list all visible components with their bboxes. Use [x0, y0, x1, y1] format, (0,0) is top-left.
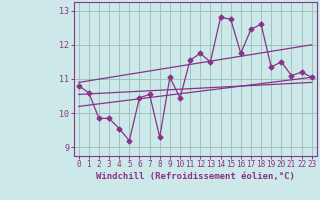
X-axis label: Windchill (Refroidissement éolien,°C): Windchill (Refroidissement éolien,°C)	[96, 172, 295, 181]
